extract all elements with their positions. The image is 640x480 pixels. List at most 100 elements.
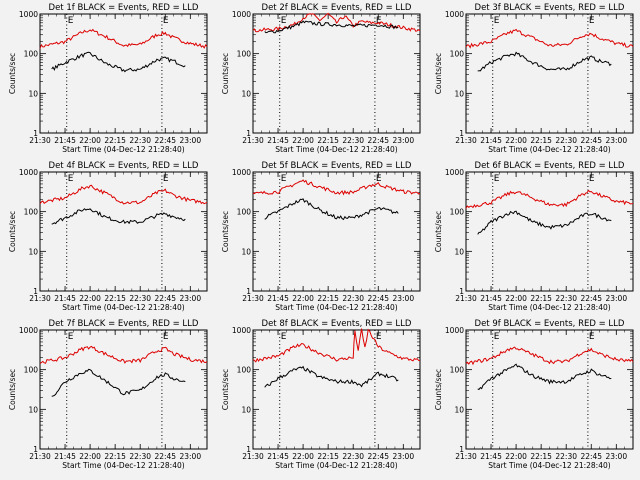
- x-tick-label: 21:45: [54, 294, 76, 303]
- x-tick-label: 21:30: [242, 136, 264, 145]
- y-tick-label: 1000: [232, 168, 251, 177]
- y-tick-label: 100: [24, 208, 39, 217]
- y-tick-label: 1000: [445, 168, 464, 177]
- y-tick-label: 1: [33, 287, 38, 296]
- event-marker-label: E: [494, 174, 500, 184]
- y-tick-label: 1: [459, 129, 464, 138]
- y-tick-label: 100: [237, 366, 252, 375]
- event-marker-label: E: [494, 332, 500, 342]
- y-axis-label: Counts/sec: [8, 369, 17, 410]
- x-tick-label: 23:00: [605, 294, 627, 303]
- x-tick-label: 21:45: [480, 452, 502, 461]
- x-tick-label: 22:00: [79, 452, 101, 461]
- x-tick-label: 23:00: [179, 136, 201, 145]
- panel-2: Det 2f BLACK = Events, RED = LLD 1 10 100 10…: [221, 3, 421, 154]
- x-tick-label: 23:00: [392, 136, 414, 145]
- events-series-line: [477, 51, 612, 72]
- x-tick-label: 22:15: [530, 294, 552, 303]
- y-axis-label: Counts/sec: [8, 211, 17, 252]
- x-axis-label: Start Time (04-Dec-12 21:28:40): [488, 461, 610, 470]
- event-marker-label: E: [68, 16, 74, 26]
- y-tick-label: 10: [241, 89, 251, 98]
- x-axis-label: Start Time (04-Dec-12 21:28:40): [275, 145, 397, 154]
- x-tick-label: 22:00: [79, 136, 101, 145]
- y-axis-label: Counts/sec: [221, 53, 230, 94]
- plot-frame: [39, 13, 208, 134]
- events-series-line: [51, 208, 186, 225]
- y-tick-label: 10: [28, 247, 38, 256]
- x-tick-label: 22:30: [342, 294, 364, 303]
- x-tick-label: 21:30: [455, 452, 477, 461]
- y-tick-label: 100: [450, 366, 465, 375]
- panel-7: Det 7f BLACK = Events, RED = LLD 1 10 100 10…: [8, 319, 208, 470]
- event-marker-label: E: [163, 332, 169, 342]
- x-tick-label: 22:00: [292, 136, 314, 145]
- x-tick-label: 22:15: [317, 294, 339, 303]
- y-tick-label: 100: [237, 50, 252, 59]
- panel-8: Det 8f BLACK = Events, RED = LLD 1 10 100 10…: [221, 319, 421, 470]
- plot-frame: [465, 171, 634, 292]
- x-axis-label: Start Time (04-Dec-12 21:28:40): [488, 145, 610, 154]
- y-axis-label: Counts/sec: [221, 369, 230, 410]
- y-tick-label: 1000: [232, 10, 251, 19]
- y-tick-label: 100: [450, 50, 465, 59]
- x-axis-label: Start Time (04-Dec-12 21:28:40): [62, 461, 184, 470]
- events-series-line: [264, 198, 399, 221]
- lld-series-line: [39, 28, 208, 49]
- panel-title: Det 9f BLACK = Events, RED = LLD: [475, 319, 625, 329]
- x-tick-label: 21:45: [54, 452, 76, 461]
- x-tick-label: 22:15: [104, 136, 126, 145]
- events-series-line: [51, 51, 186, 73]
- y-tick-label: 10: [454, 247, 464, 256]
- lld-series-line: [252, 12, 421, 33]
- y-axis-label: Counts/sec: [434, 53, 443, 94]
- panel-title: Det 3f BLACK = Events, RED = LLD: [475, 3, 625, 13]
- x-tick-label: 22:45: [154, 452, 176, 461]
- x-tick-label: 21:45: [54, 136, 76, 145]
- x-tick-label: 22:00: [292, 294, 314, 303]
- x-tick-label: 23:00: [179, 452, 201, 461]
- lld-series-line: [465, 346, 634, 366]
- x-axis-label: Start Time (04-Dec-12 21:28:40): [488, 303, 610, 312]
- x-tick-label: 21:30: [29, 294, 51, 303]
- y-tick-label: 1000: [232, 326, 251, 335]
- panel-title: Det 8f BLACK = Events, RED = LLD: [262, 319, 412, 329]
- event-marker-label: E: [281, 174, 287, 184]
- y-tick-label: 100: [237, 208, 252, 217]
- event-marker-label: E: [376, 174, 382, 184]
- y-tick-label: 10: [241, 247, 251, 256]
- x-tick-label: 21:45: [480, 294, 502, 303]
- x-tick-label: 22:15: [104, 294, 126, 303]
- x-tick-label: 23:00: [392, 452, 414, 461]
- x-tick-label: 21:30: [455, 294, 477, 303]
- y-tick-label: 10: [28, 405, 38, 414]
- y-tick-label: 10: [241, 405, 251, 414]
- y-tick-label: 100: [24, 50, 39, 59]
- x-axis-label: Start Time (04-Dec-12 21:28:40): [275, 461, 397, 470]
- x-tick-label: 22:15: [530, 452, 552, 461]
- y-tick-label: 1000: [445, 10, 464, 19]
- plot-frame: [252, 329, 421, 450]
- x-tick-label: 22:30: [555, 136, 577, 145]
- x-axis-label: Start Time (04-Dec-12 21:28:40): [62, 145, 184, 154]
- lld-series-line: [465, 189, 634, 209]
- x-tick-label: 21:45: [267, 136, 289, 145]
- x-tick-label: 22:45: [367, 294, 389, 303]
- events-series-line: [264, 20, 399, 34]
- y-tick-label: 1: [246, 445, 251, 454]
- x-tick-label: 21:30: [29, 452, 51, 461]
- event-marker-label: E: [281, 16, 287, 26]
- plot-frame: [252, 171, 421, 292]
- x-tick-label: 22:00: [292, 452, 314, 461]
- y-tick-label: 1: [33, 445, 38, 454]
- x-tick-label: 22:45: [154, 136, 176, 145]
- event-marker-label: E: [163, 16, 169, 26]
- plot-frame: [39, 329, 208, 450]
- panel-5: Det 5f BLACK = Events, RED = LLD 1 10 100 10…: [221, 161, 421, 312]
- lld-series-line: [252, 179, 421, 196]
- x-tick-label: 22:30: [129, 294, 151, 303]
- y-tick-label: 1000: [19, 10, 38, 19]
- x-tick-label: 22:15: [317, 452, 339, 461]
- x-tick-label: 21:45: [267, 452, 289, 461]
